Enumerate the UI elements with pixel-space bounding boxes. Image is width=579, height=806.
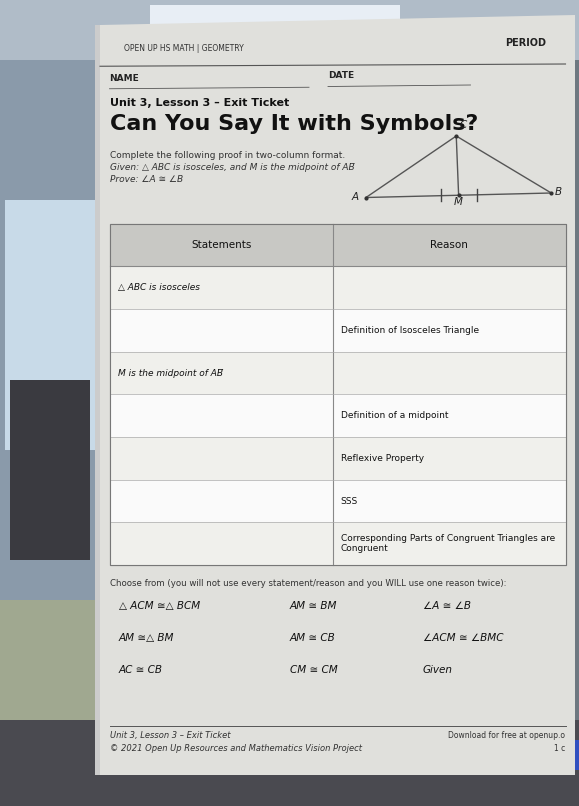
Text: M is the midpoint of AB̅: M is the midpoint of AB̅ [118,368,222,377]
Text: AM ≅ CB: AM ≅ CB [290,633,336,643]
Bar [109,522,566,565]
Text: △ ABC is isosceles: △ ABC is isosceles [118,283,200,293]
Polygon shape [100,15,575,775]
Text: CM ≅ CM: CM ≅ CM [290,665,338,675]
Text: Given: Given [423,665,453,675]
Bar [490,740,579,770]
Text: 1 c: 1 c [554,744,566,754]
Text: AM ≅ BM: AM ≅ BM [290,601,338,611]
Text: DATE: DATE [328,72,354,81]
Text: NAME: NAME [109,74,140,83]
Bar [109,309,566,351]
Text: PERIOD: PERIOD [505,39,547,48]
Bar [0,600,120,806]
Bar [0,60,115,710]
Bar [150,5,400,40]
Bar [0,720,579,806]
Bar [109,437,566,480]
Text: Definition of a midpoint: Definition of a midpoint [341,411,448,420]
Bar [109,224,566,267]
Text: △ ACM ≅△ BCM: △ ACM ≅△ BCM [119,601,200,611]
Bar [109,267,566,309]
Text: AM ≅△ BM: AM ≅△ BM [119,633,174,643]
Text: ∠ACM ≅ ∠BMC: ∠ACM ≅ ∠BMC [423,633,504,643]
Text: Statements: Statements [191,240,251,250]
Text: Reason: Reason [430,240,468,250]
Text: AC ≅ CB: AC ≅ CB [119,665,163,675]
Bar [109,394,566,437]
Text: Given: △ ABC is isosceles, and M is the midpoint of AB̅: Given: △ ABC is isosceles, and M is the … [109,163,354,172]
Text: Choose from (you will not use every statement/reason and you WILL use one reason: Choose from (you will not use every stat… [109,579,506,588]
Bar [10,380,90,560]
Text: Download for free at openup.o: Download for free at openup.o [449,731,566,740]
Text: B: B [554,187,562,197]
Text: © 2021 Open Up Resources and Mathematics Vision Project: © 2021 Open Up Resources and Mathematics… [109,744,361,754]
Text: Unit 3, Lesson 3 – Exit Ticket: Unit 3, Lesson 3 – Exit Ticket [109,731,230,740]
Text: Complete the following proof in two-column format.: Complete the following proof in two-colu… [109,151,345,160]
Text: Unit 3, Lesson 3 – Exit Ticket: Unit 3, Lesson 3 – Exit Ticket [109,98,289,109]
Text: Definition of Isosceles Triangle: Definition of Isosceles Triangle [341,326,479,334]
Bar [109,224,566,565]
Bar [109,480,566,522]
Text: C: C [459,120,467,130]
Text: OPEN UP HS MATH | GEOMETRY: OPEN UP HS MATH | GEOMETRY [124,44,244,52]
Bar [109,351,566,394]
Text: ∠A ≅ ∠B: ∠A ≅ ∠B [423,601,471,611]
Bar [0,0,579,60]
Bar [5,200,105,450]
Text: Corresponding Parts of Congruent Triangles are
Congruent: Corresponding Parts of Congruent Triangl… [341,534,555,554]
Bar [109,224,566,565]
Text: M: M [453,197,463,207]
Text: Reflexive Property: Reflexive Property [341,454,424,463]
Text: Can You Say It with Symbols?: Can You Say It with Symbols? [109,114,478,134]
Bar [95,25,103,775]
Text: A: A [352,192,359,202]
Text: SSS: SSS [341,496,358,505]
Text: Prove: ∠A ≅ ∠B: Prove: ∠A ≅ ∠B [109,175,182,184]
